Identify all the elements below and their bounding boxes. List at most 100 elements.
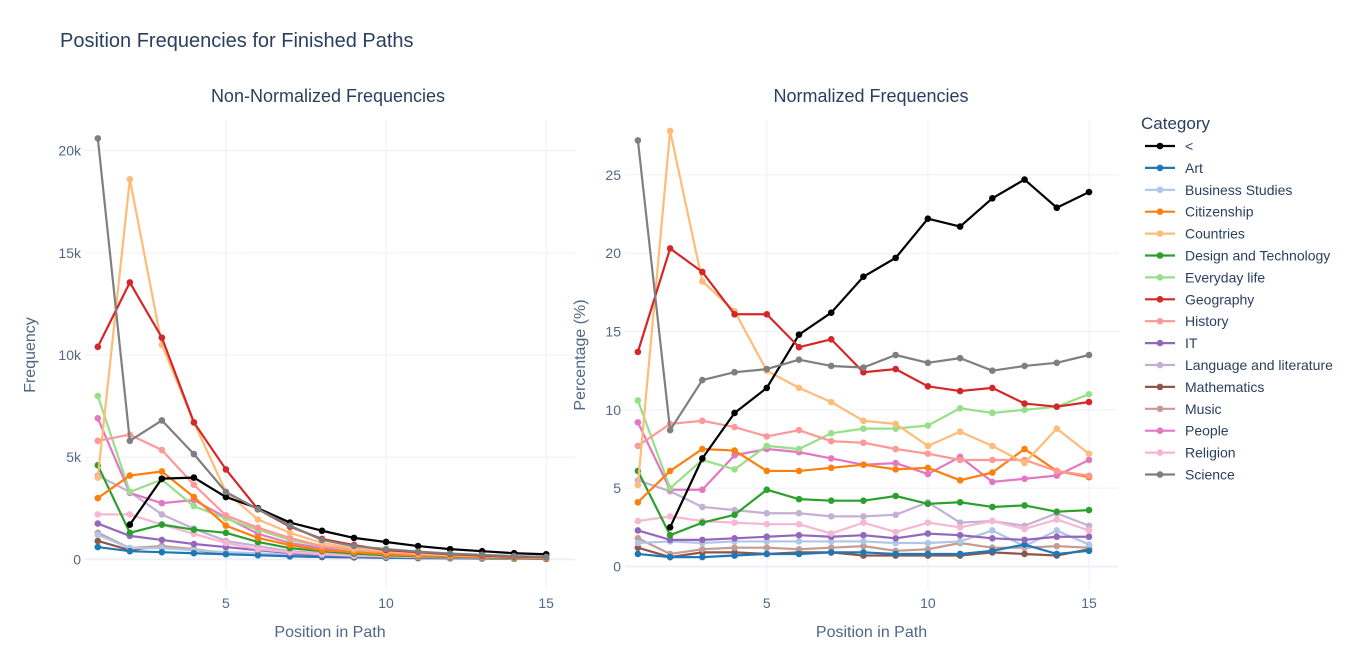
legend-swatch-marker <box>1156 274 1164 281</box>
data-point <box>634 442 642 450</box>
data-point <box>731 451 738 459</box>
data-point <box>763 550 771 558</box>
legend-item-music[interactable]: Music <box>1145 401 1222 417</box>
legend-item-people[interactable]: People <box>1145 423 1229 439</box>
data-point <box>699 445 706 453</box>
legend-swatch-marker <box>1156 471 1164 478</box>
data-point <box>666 484 674 492</box>
data-point <box>699 376 706 384</box>
data-point <box>956 531 964 539</box>
data-point <box>222 493 230 501</box>
data-point <box>286 529 294 537</box>
data-point <box>956 519 964 526</box>
data-point <box>350 534 358 542</box>
data-point <box>892 351 899 359</box>
legend-item-business-studies[interactable]: Business Studies <box>1145 182 1292 198</box>
data-point <box>126 279 134 286</box>
data-point <box>763 544 771 551</box>
data-point <box>731 535 738 542</box>
data-point <box>1021 445 1028 453</box>
data-point <box>254 545 262 553</box>
legend-label: Everyday life <box>1185 269 1265 285</box>
data-point <box>190 540 198 548</box>
legend-item-design-and-technology[interactable]: Design and Technology <box>1145 248 1330 264</box>
data-point <box>94 531 102 539</box>
data-point <box>1085 541 1093 548</box>
data-point <box>1085 351 1093 359</box>
data-point <box>254 551 262 559</box>
data-point <box>989 384 996 392</box>
data-point <box>763 433 771 440</box>
data-point <box>190 526 198 534</box>
y-tick-label: 5 <box>613 480 621 496</box>
data-point <box>892 511 899 519</box>
data-point <box>1053 425 1061 432</box>
legend-swatch-marker <box>1156 186 1164 194</box>
data-point <box>634 535 642 542</box>
data-point <box>731 368 738 376</box>
data-point <box>795 538 803 545</box>
data-point <box>222 466 230 473</box>
x-tick-label: 5 <box>222 595 230 611</box>
legend-item-lt[interactable]: < <box>1145 138 1193 154</box>
data-point <box>924 464 932 472</box>
legend-label: Geography <box>1185 291 1254 307</box>
legend-item-religion[interactable]: Religion <box>1145 445 1236 461</box>
data-point <box>1085 506 1093 514</box>
data-point <box>634 348 642 356</box>
data-point <box>190 481 198 489</box>
legend-item-countries[interactable]: Countries <box>1145 226 1245 242</box>
y-tick-label: 0 <box>613 559 621 575</box>
legend-item-geography[interactable]: Geography <box>1145 291 1254 307</box>
subplot-title: Normalized Frequencies <box>773 86 968 106</box>
data-point <box>350 542 358 550</box>
data-point <box>731 447 738 454</box>
data-point <box>827 544 835 551</box>
legend-item-everyday-life[interactable]: Everyday life <box>1145 269 1265 285</box>
data-point <box>634 517 642 525</box>
legend-item-science[interactable]: Science <box>1145 467 1235 483</box>
data-point <box>382 545 390 553</box>
data-point <box>634 397 642 404</box>
legend-swatch-marker <box>1156 383 1164 391</box>
data-point <box>924 422 932 429</box>
data-point <box>763 509 771 517</box>
legend-item-citizenship[interactable]: Citizenship <box>1145 204 1254 220</box>
data-point <box>94 543 102 551</box>
data-point <box>731 423 738 431</box>
data-point <box>956 404 964 412</box>
legend-item-history[interactable]: History <box>1145 313 1229 329</box>
data-point <box>860 425 867 432</box>
data-point <box>989 527 996 534</box>
data-point <box>158 334 166 341</box>
data-point <box>989 517 996 525</box>
legend-swatch-marker <box>1156 164 1164 172</box>
legend-swatch-marker <box>1156 230 1164 237</box>
legend-swatch-marker <box>1156 427 1164 435</box>
data-point <box>190 419 198 426</box>
y-tick-label: 20k <box>58 143 82 159</box>
data-point <box>126 437 134 445</box>
data-point <box>827 398 835 406</box>
data-point <box>158 511 166 518</box>
data-point <box>94 392 102 400</box>
data-point <box>1021 400 1028 407</box>
data-point <box>94 343 102 351</box>
data-point <box>510 552 518 560</box>
legend-item-mathematics[interactable]: Mathematics <box>1145 379 1264 395</box>
data-point <box>924 550 932 558</box>
legend-item-it[interactable]: IT <box>1145 335 1198 351</box>
legend-item-language-and-literature[interactable]: Language and literature <box>1145 357 1333 373</box>
data-point <box>989 367 996 374</box>
y-tick-label: 25 <box>605 167 621 183</box>
data-point <box>1053 516 1061 523</box>
data-point <box>892 365 899 373</box>
data-point <box>666 426 674 434</box>
data-point <box>731 409 738 417</box>
data-point <box>94 511 102 518</box>
data-point <box>634 550 642 558</box>
data-point <box>634 481 642 489</box>
data-point <box>1053 472 1061 479</box>
data-point <box>126 175 134 183</box>
legend-item-art[interactable]: Art <box>1145 160 1203 176</box>
